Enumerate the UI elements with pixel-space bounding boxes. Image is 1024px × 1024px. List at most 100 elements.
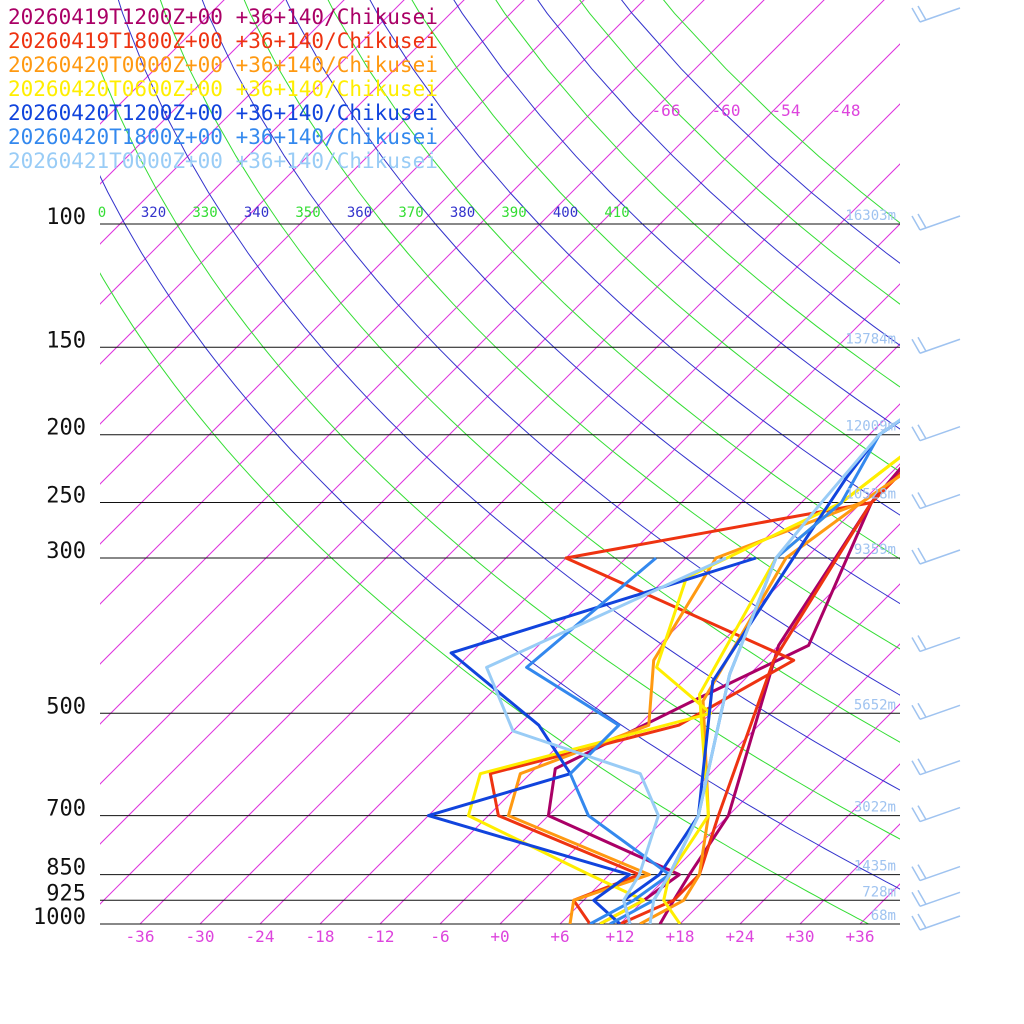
temperature-tick-label: +36 <box>846 927 875 946</box>
temperature-tick-label: -18 <box>306 927 335 946</box>
isotherm-top-label: -60 <box>712 101 741 120</box>
height-label: 3022m <box>854 800 896 816</box>
pressure-label: 250 <box>46 484 86 509</box>
temperature-tick-label: -36 <box>126 927 155 946</box>
theta-label: 340 <box>244 205 269 221</box>
temperature-line <box>619 471 900 924</box>
wind-barb-feather <box>917 336 927 352</box>
theta-label: 0 <box>98 205 106 221</box>
temperature-line <box>639 474 900 924</box>
isotherm-line <box>559 583 900 924</box>
height-label: 16303m <box>845 208 896 224</box>
wind-barb <box>911 758 961 776</box>
theta-label: 380 <box>450 205 475 221</box>
pressure-label: 500 <box>46 694 86 719</box>
pressure-label: 300 <box>46 539 86 564</box>
dewpoint-line <box>426 556 757 924</box>
wind-barb <box>911 913 961 931</box>
dry-adiabat-line <box>369 0 900 516</box>
dewpoint-line <box>485 556 727 924</box>
isotherm-top-label: -54 <box>772 101 801 120</box>
temperature-tick-label: +12 <box>606 927 635 946</box>
wind-barb-staff <box>919 493 961 510</box>
isotherm-line <box>799 823 900 924</box>
isotherm-line <box>920 0 1024 924</box>
isotherm-line <box>679 703 900 924</box>
pressure-label: 1000 <box>33 905 86 930</box>
isotherm-line <box>319 343 900 924</box>
wind-barb-feather <box>911 7 921 23</box>
wind-barb-feather <box>917 635 927 650</box>
wind-barb-feather <box>917 5 927 21</box>
temperature-line <box>662 455 900 924</box>
legend-entry: 20260420T0000Z+00 +36+140/Chikusei <box>8 53 438 77</box>
height-label: 68m <box>871 908 896 924</box>
pressure-lines <box>100 223 900 925</box>
height-labels: 16303m 13784m 12009m 10528m 9359m 5652m 3022m 1… <box>845 208 896 924</box>
dry-adiabat-line <box>662 0 900 224</box>
temperature-tick-label: +30 <box>786 927 815 946</box>
height-label: 10528m <box>845 487 896 503</box>
wind-barb <box>911 702 961 720</box>
pressure-label: 700 <box>46 797 86 822</box>
wind-barb-feather <box>917 758 927 774</box>
temperature-line <box>648 418 900 924</box>
wind-barb <box>911 5 961 23</box>
dry-adiabat-line <box>495 0 900 388</box>
theta-label: 360 <box>347 205 372 221</box>
theta-label: 320 <box>141 205 166 221</box>
temperature-tick-label: +24 <box>726 927 755 946</box>
wind-barb-staff <box>919 891 961 908</box>
wind-barb-feather <box>911 704 921 720</box>
dewpoint-line <box>546 466 900 924</box>
height-label: 12009m <box>845 419 896 435</box>
wind-barb <box>911 492 961 510</box>
wind-barb <box>911 864 961 882</box>
wind-barb-staff <box>919 426 961 442</box>
wind-barb-staff <box>919 806 961 823</box>
wind-barb-feather <box>911 807 921 822</box>
theta-label: 330 <box>192 205 217 221</box>
wind-barb <box>911 889 961 908</box>
wind-barb-feather <box>911 338 921 354</box>
dewpoint-line <box>488 471 900 924</box>
legend-entry: 20260421T0000Z+00 +36+140/Chikusei <box>8 149 438 173</box>
wind-barb-feather <box>917 547 927 563</box>
theta-label: 410 <box>604 205 629 221</box>
legend-entry: 20260419T1200Z+00 +36+140/Chikusei <box>8 5 438 29</box>
wind-barb-staff <box>919 549 961 565</box>
isotherm-line <box>980 0 1024 924</box>
temperature-tick-label: +0 <box>490 927 509 946</box>
wind-barb-staff <box>919 865 961 882</box>
wind-barb-feather <box>917 492 927 507</box>
wind-barb-feather <box>911 915 921 931</box>
height-label: 9359m <box>854 542 896 558</box>
theta-label: 390 <box>501 205 526 221</box>
pressure-label: 925 <box>46 881 86 906</box>
pressure-label: 200 <box>46 416 86 441</box>
wind-barb-feather <box>917 424 927 440</box>
temperature-line <box>622 418 900 924</box>
wind-barb-staff <box>919 215 961 231</box>
sounding-lines <box>426 418 900 924</box>
wind-barb <box>911 547 961 565</box>
pressure-label: 100 <box>46 205 86 230</box>
wind-barb-feather <box>917 913 927 929</box>
isotherm-line <box>499 523 900 924</box>
wind-barb-feather <box>911 637 921 652</box>
legend: 20260419T1200Z+00 +36+140/Chikusei 202604… <box>8 5 438 173</box>
theta-label: 400 <box>553 205 578 221</box>
wind-barb <box>911 805 961 823</box>
isotherm-top-labels: -66 -60 -54 -48 <box>652 101 861 120</box>
isotherm-line <box>259 283 900 924</box>
temperature-tick-label: -12 <box>366 927 395 946</box>
temperature-tick-label: -30 <box>186 927 215 946</box>
wind-barb <box>911 635 961 653</box>
temperature-tick-label: +18 <box>666 927 695 946</box>
wind-barb-staff <box>919 636 961 653</box>
temperature-tick-label: -24 <box>246 927 275 946</box>
wind-barb <box>911 336 961 354</box>
wind-barb-feather <box>917 213 927 229</box>
